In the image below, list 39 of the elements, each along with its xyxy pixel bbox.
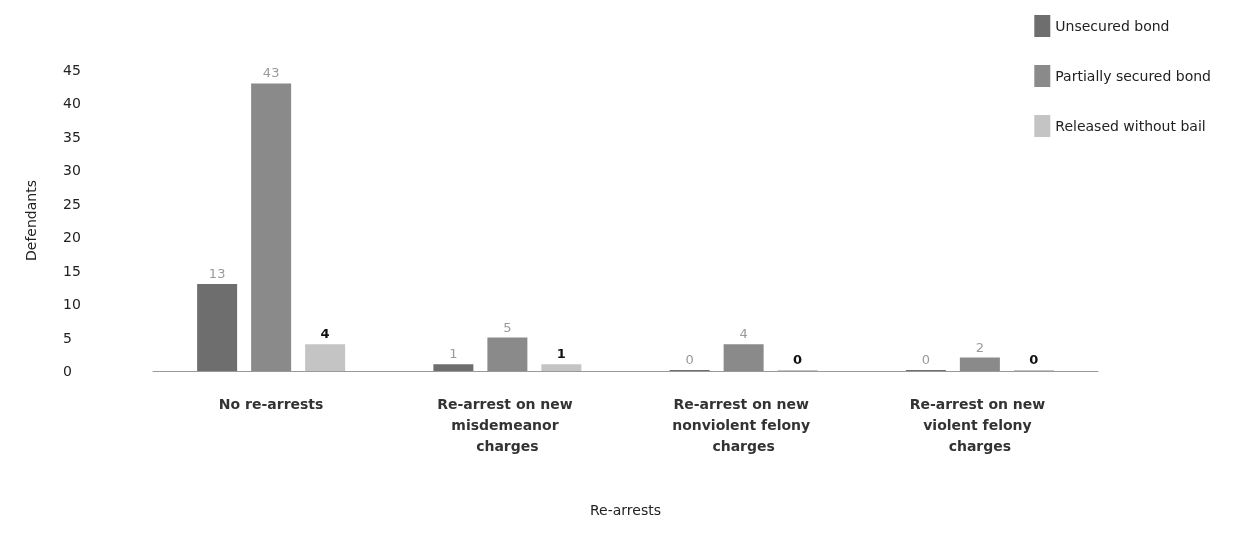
y-tick-label: 30	[63, 162, 81, 179]
data-label: 0	[685, 352, 694, 367]
bar	[723, 344, 764, 371]
bar	[541, 364, 582, 371]
data-label: 1	[449, 346, 458, 362]
y-tick-label: 25	[63, 195, 81, 212]
bar	[433, 364, 474, 371]
data-label: 43	[262, 65, 280, 81]
data-label: 0	[1029, 352, 1039, 367]
bar	[251, 83, 292, 371]
legend-label: Partially secured bond	[1055, 68, 1212, 84]
y-tick-label: 0	[63, 363, 72, 379]
x-axis-title: Re-arrests	[590, 502, 661, 518]
x-tick-label: Re-arrest on new nonviolent felony charges	[672, 395, 816, 454]
y-axis-title: Defendants	[23, 180, 39, 261]
data-label: 5	[503, 319, 512, 335]
bar	[487, 337, 528, 371]
legend-label: Unsecured bond	[1055, 18, 1170, 34]
data-label: 13	[208, 266, 226, 282]
y-tick-label: 45	[63, 62, 81, 78]
data-label: 2	[975, 339, 985, 355]
y-tick-label: 15	[63, 262, 81, 279]
y-tick-label: 10	[63, 296, 81, 313]
data-label: 4	[739, 326, 748, 342]
y-tick-label: 40	[63, 95, 81, 112]
bar	[305, 344, 346, 371]
x-tick-label: Re-arrest on new violent felony charges	[909, 395, 1051, 454]
y-tick-label: 5	[63, 329, 72, 346]
data-label: 4	[320, 326, 330, 342]
data-label: 0	[921, 352, 931, 367]
bar	[197, 284, 238, 371]
data-label: 0	[793, 352, 803, 367]
data-label: 1	[556, 346, 566, 362]
legend-label: Released without bail	[1055, 118, 1206, 134]
y-tick-label: 20	[63, 229, 81, 246]
y-tick-label: 35	[63, 128, 81, 145]
x-tick-label: No re-arrests	[218, 395, 324, 412]
x-tick-label: Re-arrest on new misdemeanor charges	[437, 395, 578, 454]
bar	[959, 357, 1000, 371]
